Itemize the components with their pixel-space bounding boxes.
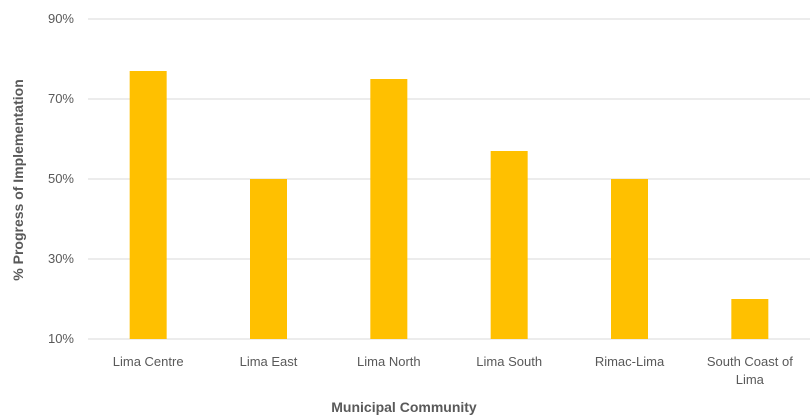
x-tick-label-line: Lima Centre (113, 354, 184, 369)
y-tick-label: 70% (48, 91, 74, 106)
x-tick-label: Lima Centre (113, 354, 184, 369)
y-tick-label: 10% (48, 331, 74, 346)
bars (129, 71, 769, 339)
x-tick-label-line: Lima North (357, 354, 421, 369)
x-tick-label: Lima East (240, 354, 298, 369)
bar (611, 179, 648, 339)
y-axis-ticks: 10% 30% 50% 70% 90% (48, 11, 74, 346)
bar (250, 179, 287, 339)
x-tick-label: Rimac-Lima (595, 354, 665, 369)
x-tick-label-line: Lima South (476, 354, 542, 369)
bar (370, 79, 408, 339)
x-axis-title: Municipal Community (331, 399, 477, 415)
bar (490, 151, 528, 339)
y-tick-label: 90% (48, 11, 74, 26)
y-axis-title: % Progress of Implementation (10, 79, 26, 280)
x-tick-label: South Coast of Lima (707, 354, 793, 387)
bar (731, 299, 769, 339)
x-tick-label-line: South Coast of (707, 354, 793, 369)
x-axis-ticks: Lima Centre Lima East Lima North Lima South… (113, 354, 793, 387)
x-tick-label: Lima North (357, 354, 421, 369)
x-tick-label-line: Lima East (240, 354, 298, 369)
bar (129, 71, 167, 339)
x-tick-label: Lima South (476, 354, 542, 369)
x-tick-label-line: Lima (736, 372, 765, 387)
y-tick-label: 30% (48, 251, 74, 266)
y-tick-label: 50% (48, 171, 74, 186)
gridlines (88, 18, 810, 340)
x-tick-label-line: Rimac-Lima (595, 354, 665, 369)
